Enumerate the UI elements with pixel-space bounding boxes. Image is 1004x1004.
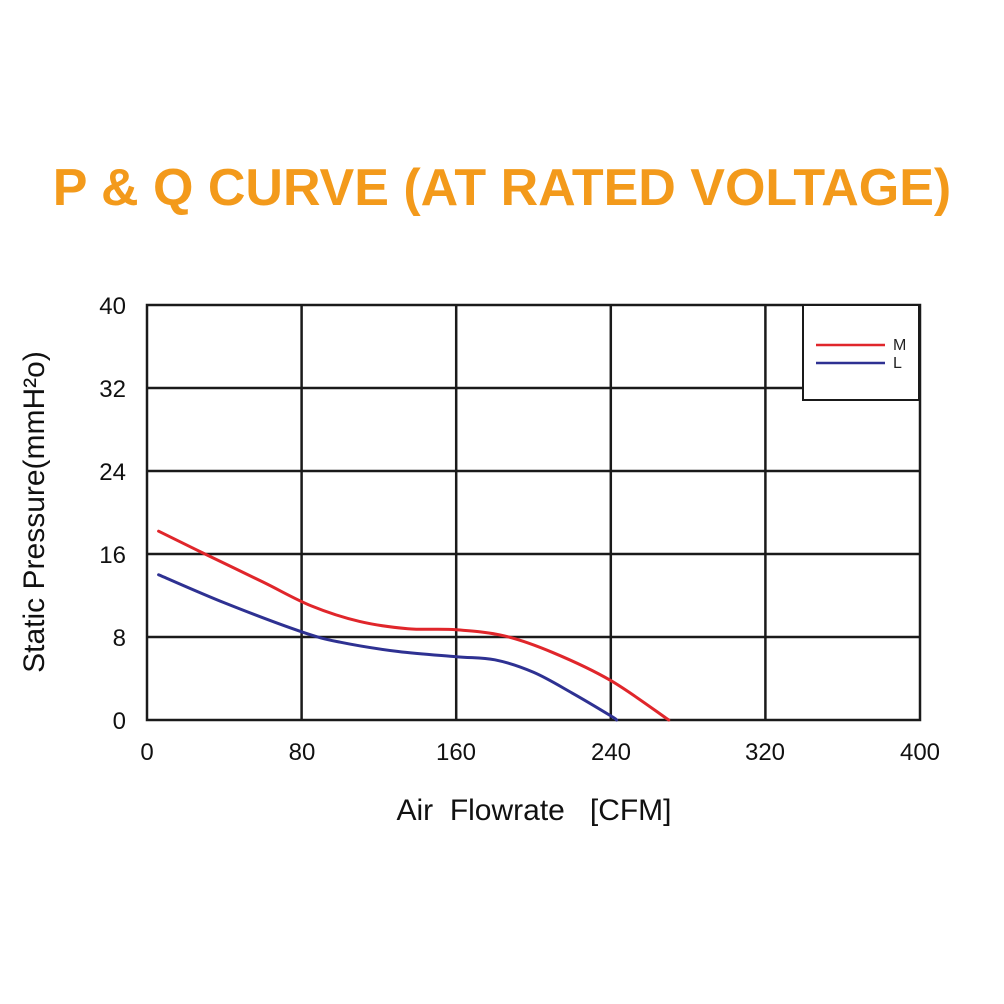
series-lines xyxy=(157,529,671,722)
x-tick-label: 320 xyxy=(745,739,785,766)
series-line-l xyxy=(157,573,619,722)
legend-label-l: L xyxy=(893,355,902,372)
y-axis-ticks: 0 8 16 24 32 40 xyxy=(99,293,126,735)
x-tick-label: 0 xyxy=(140,739,153,766)
y-tick-label: 0 xyxy=(113,708,126,735)
y-tick-label: 40 xyxy=(99,293,126,320)
chart-title: P & Q CURVE (AT RATED VOLTAGE) xyxy=(52,159,952,217)
x-tick-label: 160 xyxy=(436,739,476,766)
y-tick-label: 16 xyxy=(99,542,126,569)
y-tick-label: 8 xyxy=(113,625,126,652)
x-tick-label: 400 xyxy=(900,739,940,766)
y-tick-label: 24 xyxy=(99,459,126,486)
legend: M L xyxy=(802,304,920,401)
x-axis-title: Air Flowrate [CFM] xyxy=(396,794,671,827)
y-axis-title: Static Pressure(mmH²o) xyxy=(18,351,51,673)
x-tick-label: 240 xyxy=(591,739,631,766)
x-axis-ticks: 0 80 160 240 320 400 xyxy=(140,739,940,766)
legend-box xyxy=(802,304,920,401)
plot-frame xyxy=(145,303,922,722)
x-tick-label: 80 xyxy=(289,739,316,766)
y-tick-label: 32 xyxy=(99,376,126,403)
series-line-m xyxy=(157,529,671,722)
legend-label-m: M xyxy=(893,337,906,354)
grid xyxy=(145,303,922,722)
